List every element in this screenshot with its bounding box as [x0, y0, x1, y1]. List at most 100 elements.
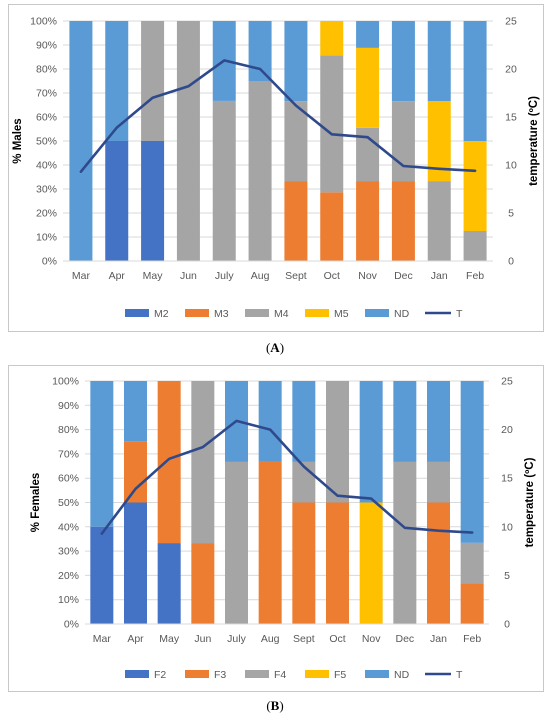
legend-swatch: [245, 309, 269, 317]
x-tick-label: Oct: [324, 270, 340, 282]
bar-nd-apr: [105, 21, 129, 141]
bar-f2-apr: [124, 502, 147, 624]
bar-m5-jan: [427, 101, 451, 182]
x-tick-label: May: [143, 270, 164, 282]
x-tick-label: May: [159, 633, 180, 645]
bar-m3-nov: [356, 181, 380, 261]
legend-item-m2: M2: [125, 308, 169, 320]
bar-nd-sept: [292, 381, 316, 462]
y-axis-title: % Females: [30, 473, 42, 532]
legend-label: ND: [394, 308, 410, 320]
chart-a: 0% 10% 20% 30% 40% 50% 60% 70% 80% 90% 100% 0 5 10 15 2…: [12, 16, 540, 321]
bar-f3-oct: [326, 502, 349, 624]
chart-b: 0% 10% 20% 30% 40% 50% 60% 70% 80% 90% 100% 0 5 10 15 2…: [30, 376, 536, 682]
x-tick-label: Feb: [466, 270, 484, 282]
legend-label: M2: [154, 308, 169, 320]
bar-f5-nov: [359, 502, 383, 624]
x-tick-label: Feb: [463, 633, 481, 645]
legend-item-f4: F4: [245, 669, 286, 681]
caption-b: (B): [266, 698, 284, 713]
x-tick-label: Dec: [395, 633, 414, 645]
y-tick-label: 100%: [52, 376, 79, 388]
legend-item-t: T: [425, 308, 463, 320]
legend-label: F3: [214, 669, 226, 681]
x-tick-label: Sept: [293, 633, 315, 645]
x-tick-label: Dec: [394, 270, 413, 282]
y-tick-label: 30%: [58, 546, 79, 558]
legend-label: T: [456, 669, 463, 681]
bar-nd-dec: [391, 21, 415, 102]
y2-tick-label: 10: [501, 521, 513, 533]
bar-nd-feb: [463, 21, 487, 141]
y-tick-label: 0%: [42, 256, 57, 268]
bar-m2-apr: [105, 141, 129, 261]
y2-tick-label: 15: [501, 473, 513, 485]
y-tick-label: 70%: [58, 448, 79, 460]
legend-item-m3: M3: [185, 308, 229, 320]
y-tick-label: 60%: [58, 473, 79, 485]
legend-item-f3: F3: [185, 669, 226, 681]
bar-f4-feb: [460, 542, 484, 584]
y-tick-label: 80%: [36, 64, 57, 76]
bar-nd-jan: [427, 381, 450, 462]
bar-m3-oct: [320, 192, 344, 261]
x-tick-label: Mar: [93, 633, 112, 645]
temperature-line: [100, 419, 474, 535]
bar-f3-aug: [258, 461, 282, 624]
legend-swatch: [185, 670, 209, 678]
legend-label: T: [456, 308, 463, 320]
x-tick-label: Jun: [194, 633, 211, 645]
x-tick-label: Aug: [261, 633, 280, 645]
bar-m3-dec: [391, 181, 415, 261]
legend-label: F5: [334, 669, 346, 681]
y-tick-label: 100%: [30, 16, 57, 28]
y-tick-label: 20%: [36, 208, 57, 220]
bar-m2-may: [141, 141, 165, 261]
bar-nd-jan: [427, 21, 451, 102]
legend-item-nd: ND: [365, 669, 410, 681]
x-tick-label: Jun: [180, 270, 197, 282]
bar-m4-jun: [176, 21, 200, 261]
bar-m3-sept: [284, 181, 308, 261]
bar-m4-sept: [284, 101, 308, 182]
bar-m4-aug: [248, 81, 272, 261]
bar-f4-dec: [393, 461, 417, 624]
bar-m5-nov: [356, 47, 380, 128]
x-tick-label: Sept: [285, 270, 307, 282]
y2-tick-label: 20: [501, 424, 513, 436]
y2-axis-title: temperature (ºC): [524, 457, 536, 547]
legend-label: F2: [154, 669, 166, 681]
x-tick-label: Aug: [251, 270, 270, 282]
y-tick-label: 50%: [36, 136, 57, 148]
y2-axis-title: temperature (ºC): [528, 96, 540, 186]
x-tick-label: Nov: [358, 270, 377, 282]
legend-item-m5: M5: [305, 308, 349, 320]
y2-tick-label: 20: [505, 64, 517, 76]
y-tick-label: 50%: [58, 497, 79, 509]
y2-tick-label: 0: [508, 256, 514, 268]
y-axis-title: % Males: [12, 118, 24, 163]
bar-nd-nov: [359, 381, 383, 503]
bar-m4-dec: [391, 101, 415, 182]
y2-tick-label: 25: [505, 16, 517, 28]
legend-swatch: [305, 670, 329, 678]
legend-swatch: [125, 670, 149, 678]
x-tick-label: Oct: [329, 633, 345, 645]
y-tick-label: 90%: [36, 40, 57, 52]
bar-nd-nov: [356, 21, 380, 48]
x-tick-label: July: [215, 270, 234, 282]
bar-nd-aug: [248, 21, 272, 81]
legend-swatch: [245, 670, 269, 678]
y-tick-label: 40%: [58, 521, 79, 533]
y2-tick-label: 10: [505, 160, 517, 172]
y-tick-label: 10%: [36, 232, 57, 244]
bar-nd-aug: [258, 381, 282, 462]
bar-nd-apr: [124, 381, 147, 442]
y-tick-label: 40%: [36, 160, 57, 172]
legend-item-m4: M4: [245, 308, 289, 320]
y2-tick-label: 15: [505, 112, 517, 124]
bar-f3-jun: [191, 543, 215, 624]
bar-m4-oct: [320, 55, 344, 193]
x-tick-label: Mar: [72, 270, 91, 282]
bar-nd-mar: [69, 21, 93, 261]
